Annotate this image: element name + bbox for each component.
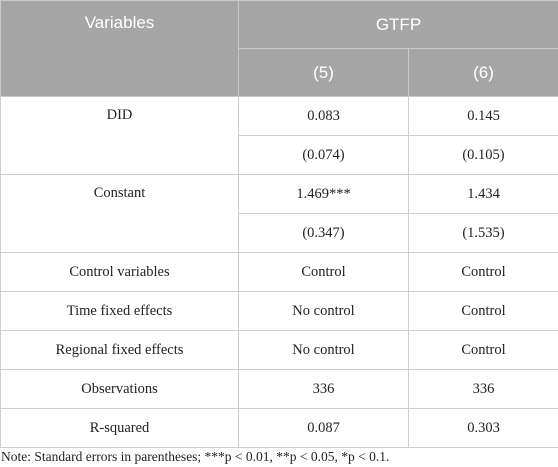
row-label: Time fixed effects	[0, 291, 239, 331]
cell: Control	[408, 291, 558, 331]
table-row: (0.347) (1.535)	[1, 213, 558, 253]
table-row: R-squared 0.087 0.303	[0, 408, 558, 448]
row-label: Control variables	[0, 252, 239, 292]
cell: (1.535)	[408, 213, 558, 253]
cell: 0.145	[408, 96, 558, 136]
cell: 0.083	[238, 96, 409, 136]
row-label: Regional fixed effects	[0, 330, 239, 370]
regression-table: Variables GTFP (5) (6) DID 0.083 0.145 (0.07…	[0, 0, 558, 448]
header-cell: (5)	[238, 48, 409, 97]
row-label: DID	[0, 96, 239, 175]
cell: 1.469***	[238, 174, 409, 214]
cell: 0.087	[238, 408, 409, 448]
cell: 336	[408, 369, 558, 409]
cell: 0.303	[408, 408, 558, 448]
table-row: DID 0.083 0.145	[0, 96, 558, 175]
header-cell: GTFP	[238, 0, 558, 49]
table-row: Observations 336 336	[0, 369, 558, 409]
cell: Control	[408, 252, 558, 292]
cell: Control	[238, 252, 409, 292]
table-note: Note: Standard errors in parentheses; **…	[1, 449, 390, 464]
cell: No control	[238, 291, 409, 331]
cell: (0.074)	[238, 135, 409, 175]
cell: (0.347)	[238, 213, 409, 253]
row-label: Observations	[0, 369, 239, 409]
cell: No control	[238, 330, 409, 370]
table-row: Constant 1.469*** 1.434	[0, 174, 558, 253]
table-row: Time fixed effects No control Control	[0, 291, 558, 331]
cell: 1.434	[408, 174, 558, 214]
row-label: R-squared	[0, 408, 239, 448]
header-cell: Variables	[0, 0, 239, 97]
table-row: Regional fixed effects No control Control	[0, 330, 558, 370]
table-row: Control variables Control Control	[0, 252, 558, 292]
table-row: (0.074) (0.105)	[1, 135, 558, 175]
cell: 336	[238, 369, 409, 409]
cell: Control	[408, 330, 558, 370]
header-cell: (6)	[408, 48, 558, 97]
row-label: Constant	[0, 174, 239, 253]
cell: (0.105)	[408, 135, 558, 175]
